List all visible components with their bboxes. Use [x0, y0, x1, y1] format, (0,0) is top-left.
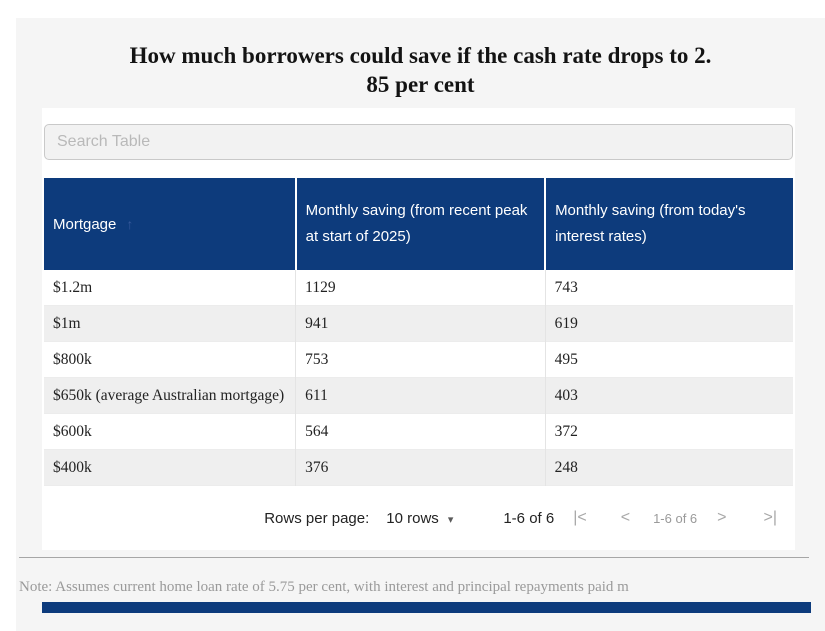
column-header-mortgage[interactable]: Mortgage ↑: [44, 178, 296, 270]
pagination-bar: Rows per page: 10 rows ▾ 1-6 of 6 |< < 1-…: [44, 486, 793, 550]
cell-saving-today: 619: [544, 305, 793, 342]
cell-mortgage: $800k: [53, 351, 92, 368]
table-row: $650k (average Australian mortgage) 611 …: [44, 377, 793, 414]
cell-mortgage: $1.2m: [53, 279, 93, 296]
column-header-label: Monthly saving (from recent peak at star…: [305, 202, 528, 245]
cell-saving-peak: 1129: [295, 270, 546, 306]
first-page-button[interactable]: |<: [573, 509, 587, 526]
column-header-label: Mortgage: [53, 215, 117, 233]
cell-mortgage: $650k (average Australian mortgage): [53, 387, 285, 404]
page-title: How much borrowers could save if the cas…: [16, 41, 825, 99]
rows-per-page-value: 10 rows: [386, 509, 439, 527]
table-row: $1.2m 1129 743: [44, 270, 793, 306]
chevron-down-icon: ▾: [447, 513, 454, 526]
previous-page-button[interactable]: <: [620, 509, 631, 526]
next-page-button[interactable]: >: [717, 509, 727, 526]
table-row: $400k 376 248: [44, 449, 793, 486]
table-embed-container: How much borrowers could save if the cas…: [16, 18, 825, 631]
table-header-row: Mortgage ↑ Monthly saving (from recent pe…: [44, 178, 793, 270]
cell-saving-peak: 376: [295, 449, 546, 486]
sort-ascending-icon: ↑: [126, 215, 134, 232]
search-input[interactable]: [44, 124, 793, 160]
range-label: 1-6 of 6: [503, 509, 555, 527]
cell-saving-today: 372: [544, 413, 793, 450]
cell-saving-today: 403: [544, 377, 793, 414]
column-header-saving-peak[interactable]: Monthly saving (from recent peak at star…: [294, 178, 546, 270]
cell-saving-today: 495: [544, 341, 793, 378]
column-header-label: Monthly saving (from today's interest ra…: [555, 202, 746, 245]
cell-saving-peak: 753: [295, 341, 546, 378]
cell-mortgage: $600k: [53, 423, 92, 440]
table-row: $800k 753 495: [44, 341, 793, 378]
rows-per-page-dropdown[interactable]: 10 rows ▾: [386, 510, 453, 527]
cell-saving-today: 743: [544, 270, 793, 306]
cell-saving-peak: 611: [295, 377, 546, 414]
page-indicator: 1-6 of 6: [653, 510, 698, 526]
cell-saving-peak: 941: [295, 305, 546, 342]
footer-divider: [19, 557, 809, 558]
table-widget: Mortgage ↑ Monthly saving (from recent pe…: [42, 108, 795, 550]
column-header-saving-today[interactable]: Monthly saving (from today's interest ra…: [544, 178, 793, 270]
last-page-button[interactable]: >|: [763, 509, 778, 526]
table-row: $1m 941 619: [44, 305, 793, 342]
cell-mortgage: $1m: [53, 315, 81, 332]
table-row: $600k 564 372: [44, 413, 793, 450]
cell-mortgage: $400k: [53, 459, 92, 476]
cell-saving-peak: 564: [295, 413, 546, 450]
data-table: Mortgage ↑ Monthly saving (from recent pe…: [44, 178, 793, 486]
page-title-line2: 85 per cent: [366, 72, 475, 97]
footnote: Note: Assumes current home loan rate of …: [19, 579, 629, 595]
cell-saving-today: 248: [544, 449, 793, 486]
next-element-partial-bar: [42, 602, 811, 613]
rows-per-page-label: Rows per page:: [264, 509, 370, 527]
page-title-line1: How much borrowers could save if the cas…: [129, 43, 712, 68]
